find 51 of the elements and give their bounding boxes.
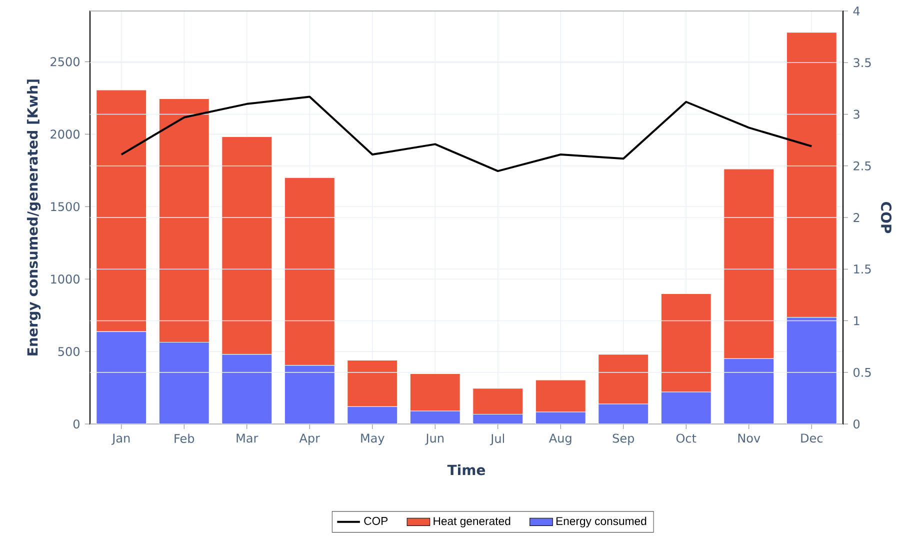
y2-tick-label: 3 [854, 110, 860, 119]
y2-tick-label: 0.5 [854, 368, 871, 377]
y2-tick-label: 2 [854, 213, 860, 222]
bar [472, 388, 524, 415]
y-tick-label: 1000 [51, 274, 80, 284]
bar [410, 373, 460, 412]
y-axis-title: Energy consumed/generated [Kwh] [26, 80, 41, 356]
legend-label: COP [364, 516, 388, 525]
line-series [120, 96, 813, 172]
y2-tick-label: 1 [854, 316, 860, 326]
x-tick-label: Apr [299, 434, 320, 445]
bar [536, 412, 586, 424]
x-tick-label: Jun [425, 434, 444, 445]
x-tick-label: Aug [549, 434, 572, 445]
y2-tick-label: 4 [853, 6, 860, 16]
bar [347, 406, 398, 424]
bar [472, 414, 523, 424]
legend-label: Heat generated [434, 516, 510, 528]
bar [347, 360, 398, 407]
x-tick-label: Oct [676, 434, 696, 443]
bar [222, 354, 272, 424]
y2-tick-label: 2.5 [854, 161, 871, 170]
y2-tick-label: 3.5 [854, 58, 871, 68]
x-tick-label: Nov [738, 434, 760, 443]
bar [96, 332, 146, 424]
x-tick-label: May [361, 434, 384, 445]
y-tick-label: 2000 [50, 130, 80, 139]
legend-label: Energy consumed [556, 516, 646, 528]
y2-axis-title: COP [880, 202, 892, 234]
y-tick-label: 0 [73, 419, 80, 429]
bar [724, 358, 774, 424]
x-tick-label: Jul [490, 434, 504, 446]
bar [786, 317, 837, 424]
x-tick-label: Sep [612, 434, 634, 446]
x-tick-label: Dec [801, 434, 822, 443]
y-tick-label: 500 [58, 347, 80, 356]
bar [284, 365, 335, 424]
bar [410, 410, 460, 424]
bar [159, 342, 210, 424]
y-tick-label: 1500 [51, 202, 80, 212]
x-tick-label: Feb [174, 434, 194, 443]
bar [598, 404, 648, 424]
x-tick-label: Jan [112, 434, 130, 445]
bar [535, 380, 586, 412]
bar [598, 354, 649, 404]
y2-tick-label: 1.5 [854, 264, 871, 274]
y2-tick-label: 0 [854, 419, 860, 429]
x-tick-label: Mar [236, 434, 258, 443]
y-tick-label: 2500 [50, 57, 80, 66]
x-axis-title: Time [447, 464, 486, 476]
bar [661, 392, 712, 424]
